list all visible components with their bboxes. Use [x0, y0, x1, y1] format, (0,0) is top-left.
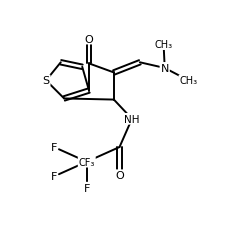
Text: N: N	[160, 64, 168, 74]
Text: F: F	[83, 183, 90, 193]
Text: O: O	[115, 171, 123, 180]
Text: O: O	[84, 34, 93, 44]
Text: F: F	[51, 142, 57, 152]
Text: CH₃: CH₃	[154, 40, 172, 50]
Text: S: S	[42, 76, 49, 86]
Text: NH: NH	[124, 114, 139, 124]
Text: CH₃: CH₃	[179, 76, 197, 86]
Text: CF₃: CF₃	[78, 157, 95, 167]
Text: F: F	[51, 172, 57, 182]
